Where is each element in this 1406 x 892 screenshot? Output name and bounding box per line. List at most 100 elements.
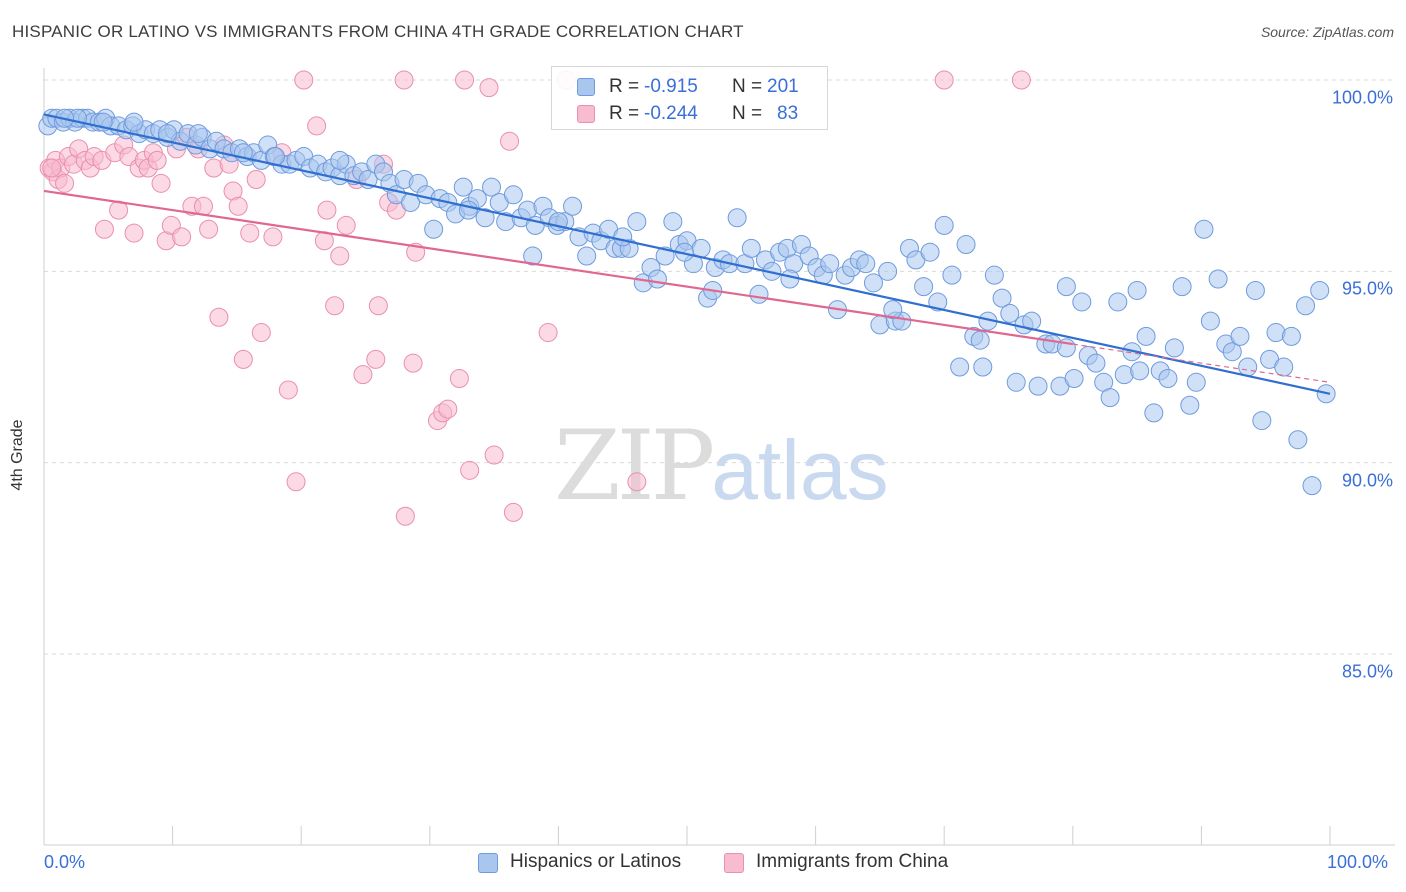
hispanic-point <box>1072 292 1092 312</box>
china-point <box>199 219 219 239</box>
hispanic-point <box>1164 338 1184 358</box>
watermark-zip: ZIP <box>554 410 715 522</box>
china-point <box>55 173 75 193</box>
hispanic-point <box>883 300 903 320</box>
china-point <box>124 223 144 243</box>
hispanic-point <box>1310 280 1330 300</box>
hispanic-point <box>727 208 747 228</box>
hispanic-trend-line <box>43 113 1331 395</box>
hispanic-point <box>458 200 478 220</box>
hispanic-point <box>475 208 495 228</box>
legend-swatch-pink <box>577 105 595 123</box>
hispanic-point <box>1302 476 1322 496</box>
china-point <box>233 349 253 369</box>
hispanic-point <box>1208 269 1228 289</box>
hispanic-point <box>1194 219 1214 239</box>
bottom-legend-swatch-blue <box>478 853 498 873</box>
hispanic-point <box>424 219 444 239</box>
china-point <box>307 116 327 136</box>
hispanic-point <box>1130 361 1150 381</box>
legend-row-china: R = -0.244 N = 83 <box>552 100 827 128</box>
hispanic-point <box>663 212 683 232</box>
legend-r-value: -0.915 <box>644 76 698 97</box>
hispanic-point <box>157 124 177 144</box>
china-point <box>934 70 954 90</box>
china-point <box>1011 70 1031 90</box>
hispanic-point <box>563 196 583 216</box>
hispanic-point <box>1172 277 1192 297</box>
china-point <box>246 169 266 189</box>
china-point <box>317 200 337 220</box>
china-point <box>627 472 647 492</box>
hispanic-point <box>1245 280 1265 300</box>
source-label: Source: ZipAtlas.com <box>1260 24 1394 40</box>
hispanic-point <box>523 246 543 266</box>
china-point <box>394 70 414 90</box>
hispanic-point <box>1086 353 1106 373</box>
hispanic-point <box>741 238 761 258</box>
china-point <box>42 158 62 178</box>
china-point <box>251 323 271 343</box>
hispanic-point <box>1100 388 1120 408</box>
china-point <box>353 365 373 385</box>
hispanic-point <box>956 235 976 255</box>
china-point <box>209 307 229 327</box>
hispanic-point <box>1238 357 1258 377</box>
china-point <box>228 196 248 216</box>
hispanic-point <box>503 185 523 205</box>
legend-r-value: -0.244 <box>644 103 698 124</box>
hispanic-point <box>863 273 883 293</box>
china-point <box>193 196 213 216</box>
hispanic-point <box>1136 326 1156 346</box>
chart-title: HISPANIC OR LATINO VS IMMIGRANTS FROM CH… <box>12 22 744 41</box>
hispanic-point <box>1006 372 1026 392</box>
hispanic-point <box>1064 368 1084 388</box>
hispanic-point <box>928 292 948 312</box>
hispanic-point <box>1252 411 1272 431</box>
hispanic-point <box>780 269 800 289</box>
watermark-atlas: atlas <box>711 423 889 517</box>
china-point <box>403 353 423 373</box>
china-point <box>286 472 306 492</box>
watermark: ZIPatlas <box>554 410 889 522</box>
china-point <box>330 246 350 266</box>
hispanic-point <box>749 284 769 304</box>
china-point <box>366 349 386 369</box>
hispanic-point <box>482 177 502 197</box>
hispanic-point <box>878 261 898 281</box>
china-point <box>240 223 260 243</box>
x-tick-label-max: 100.0% <box>1327 852 1389 872</box>
hispanic-point <box>984 265 1004 285</box>
hispanic-point <box>1222 342 1242 362</box>
china-point <box>325 296 345 316</box>
hispanic-point <box>950 357 970 377</box>
hispanic-point <box>1028 376 1048 396</box>
y-tick-label: 85.0% <box>1341 661 1393 682</box>
china-point <box>263 227 283 247</box>
hispanic-point <box>1230 326 1250 346</box>
china-point <box>294 70 314 90</box>
bottom-legend-china: Immigrants from China <box>756 851 949 872</box>
legend-n-value: 83 <box>777 103 799 124</box>
china-point <box>147 150 167 170</box>
hispanic-point <box>1274 357 1294 377</box>
china-trend-extension <box>1072 343 1331 383</box>
hispanic-point <box>330 150 350 170</box>
hispanic-point <box>970 330 990 350</box>
bottom-legend-swatch-pink <box>724 853 744 873</box>
hispanic-point <box>188 124 208 144</box>
y-tick-label: 90.0% <box>1341 470 1393 491</box>
hispanic-point <box>1296 296 1316 316</box>
hispanic-point <box>655 246 675 266</box>
hispanic-point <box>920 242 940 262</box>
china-point <box>172 227 192 247</box>
legend-r-label: R = <box>609 103 640 124</box>
china-point <box>500 131 520 151</box>
china-point <box>438 399 458 419</box>
hispanic-point <box>992 288 1012 308</box>
x-tick-label-min: 0.0% <box>44 852 86 872</box>
china-point <box>455 70 475 90</box>
china-point <box>484 445 504 465</box>
china-point <box>538 323 558 343</box>
